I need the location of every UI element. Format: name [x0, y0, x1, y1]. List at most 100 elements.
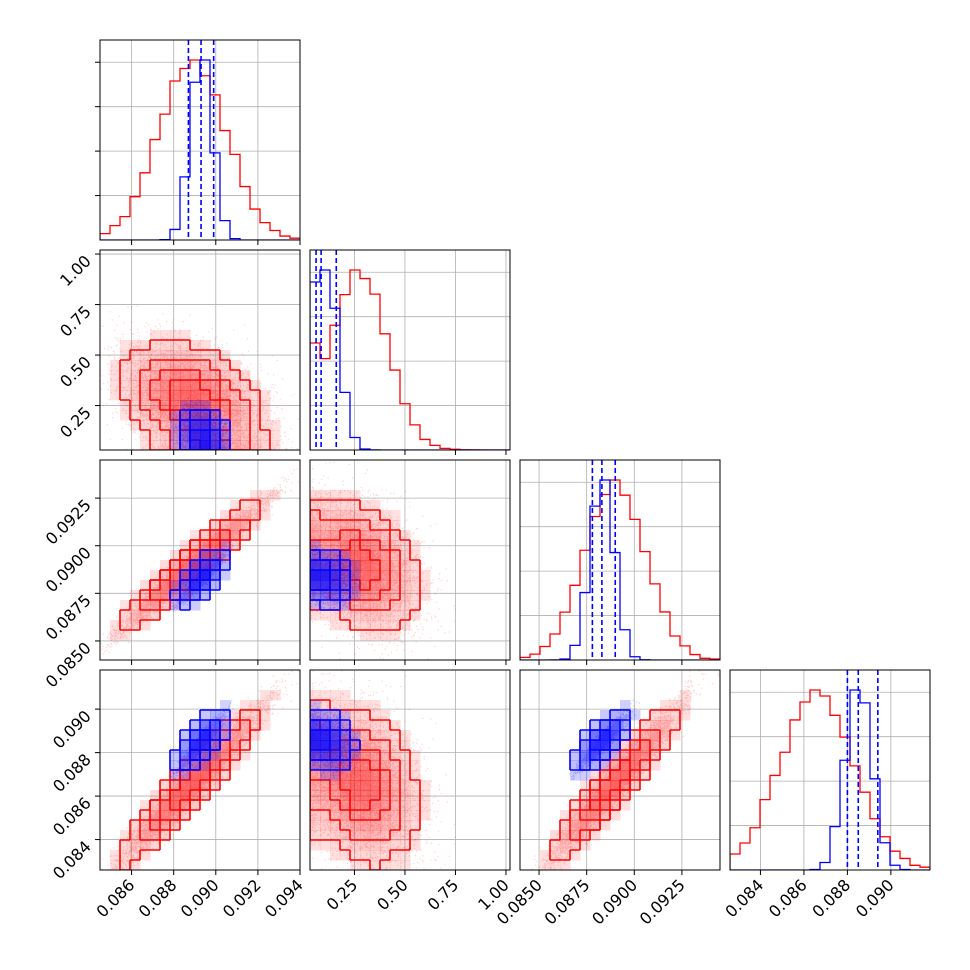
density-cell	[390, 840, 401, 851]
density-cell	[250, 410, 261, 421]
density-cell	[560, 840, 571, 851]
density-cell	[180, 570, 191, 581]
y-tick-label: 0.0925	[42, 495, 95, 548]
density-cell	[230, 750, 241, 761]
density-cell	[150, 580, 161, 591]
x-tick-label: 0.090	[852, 875, 898, 921]
density-cell	[320, 540, 331, 551]
density-cell	[220, 570, 231, 581]
density-cell	[170, 580, 181, 591]
density-cell	[340, 760, 351, 771]
density-cell	[570, 840, 581, 851]
density-cell	[250, 430, 261, 441]
density-cell	[360, 800, 371, 811]
density-cell	[340, 590, 351, 601]
density-cell	[570, 850, 581, 861]
density-cell	[650, 710, 661, 721]
density-cell	[580, 820, 591, 831]
density-cell	[610, 780, 621, 791]
density-cell	[310, 710, 321, 721]
density-cell	[220, 750, 231, 761]
density-cell	[320, 610, 331, 621]
density-cell	[220, 510, 231, 521]
density-cell	[310, 690, 321, 701]
x-tick-label: 0.090	[177, 875, 223, 921]
density-cell	[590, 770, 601, 781]
density-cell	[160, 340, 171, 351]
density-cell	[170, 810, 181, 821]
density-cell	[350, 570, 361, 581]
density-cell	[350, 860, 361, 870]
panel-frame	[519, 459, 721, 661]
density-cell	[190, 530, 201, 541]
density-cell	[340, 520, 351, 531]
density-cell	[330, 710, 341, 721]
panel-frame	[519, 669, 721, 871]
density-cell	[560, 810, 571, 821]
density-cell	[610, 740, 621, 751]
density-cell	[120, 390, 131, 401]
density-cell	[150, 820, 161, 831]
density-cell	[340, 600, 351, 611]
density-cell	[350, 770, 361, 781]
density-cell	[380, 850, 391, 861]
density-cell	[360, 630, 371, 641]
density-cell	[330, 560, 341, 571]
density-cell	[190, 600, 201, 611]
density-cell	[350, 590, 361, 601]
density-cell	[330, 540, 341, 551]
density-cell	[150, 350, 161, 361]
density-cell	[410, 550, 421, 561]
density-cell	[260, 500, 271, 511]
density-cell	[380, 750, 391, 761]
density-cell	[160, 830, 171, 841]
density-cell	[330, 810, 341, 821]
density-cell	[410, 810, 421, 821]
density-cell	[400, 530, 411, 541]
density-cell	[200, 760, 211, 771]
density-cell	[600, 790, 611, 801]
density-cell	[200, 530, 211, 541]
density-cell	[140, 390, 151, 401]
density-cell	[360, 600, 371, 611]
density-cell	[400, 730, 411, 741]
x-tick-label: 0.75	[424, 875, 463, 914]
density-cell	[360, 550, 371, 561]
density-cell	[140, 800, 151, 811]
density-cell	[180, 740, 191, 751]
density-cell	[390, 520, 401, 531]
density-cell	[190, 800, 201, 811]
panel-frame	[99, 459, 301, 661]
density-cell	[600, 820, 611, 831]
density-cell	[650, 740, 661, 751]
density-cell	[190, 340, 201, 351]
density-cell	[180, 540, 191, 551]
density-cell	[210, 370, 221, 381]
density-cell	[270, 420, 281, 431]
density-cell	[130, 820, 141, 831]
density-cell	[420, 810, 431, 821]
density-cell	[110, 860, 121, 870]
density-cell	[350, 530, 361, 541]
density-cell	[310, 750, 321, 761]
density-cell	[150, 790, 161, 801]
density-cell	[610, 770, 621, 781]
density-cell	[130, 340, 141, 351]
density-cell	[310, 520, 321, 531]
density-cell	[170, 420, 181, 431]
density-cell	[320, 600, 331, 611]
density-cell	[170, 350, 181, 361]
density-cell	[330, 620, 341, 631]
density-cell	[400, 840, 411, 851]
density-cell	[340, 840, 351, 851]
x-tick-label: 0.094	[261, 875, 307, 921]
density-cell	[220, 390, 231, 401]
density-cell	[200, 370, 211, 381]
density-cell	[140, 360, 151, 371]
density-cell	[620, 720, 631, 731]
density-cell	[350, 600, 361, 611]
density-cell	[150, 440, 161, 450]
contour-level	[310, 729, 331, 751]
density-cell	[220, 730, 231, 741]
density-cell	[130, 840, 141, 851]
